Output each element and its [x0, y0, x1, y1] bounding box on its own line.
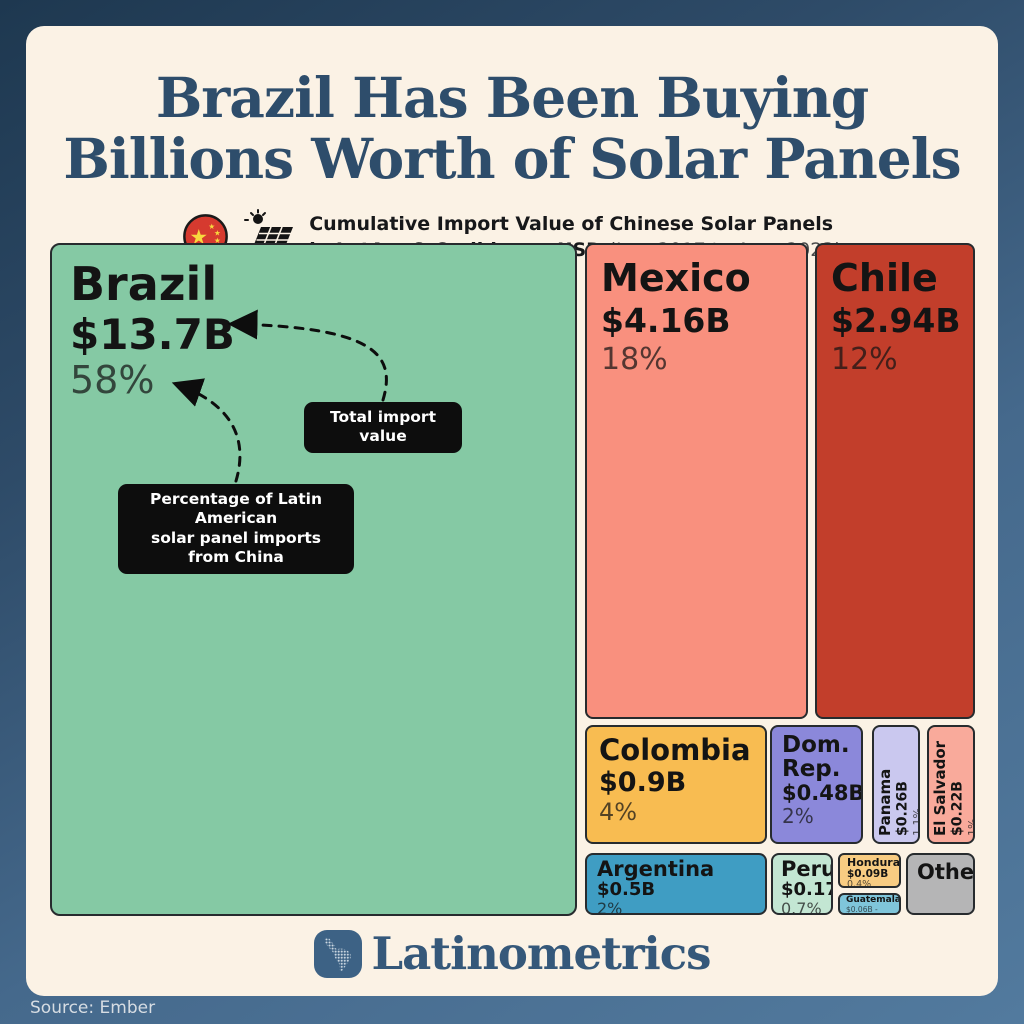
country-name: Brazil [70, 257, 218, 311]
brand-wordmark: Latinometrics [371, 927, 712, 980]
country-name: El Salvador [931, 740, 949, 836]
import-share: 1.1% [911, 808, 920, 836]
tile-brazil: Brazil $13.7B 58% [50, 243, 577, 916]
import-value: $0.22B [949, 781, 966, 836]
country-name: Other [917, 860, 975, 884]
import-share: 2% [597, 898, 623, 915]
import-share: 2% [782, 804, 814, 829]
country-name: Peru [781, 857, 833, 881]
callout-percentage: Percentage of Latin American solar panel… [118, 484, 354, 574]
import-share: 0.4% [847, 878, 872, 888]
svg-text:★: ★ [214, 228, 221, 237]
tile-mexico: Mexico $4.16B 18% [585, 243, 808, 719]
country-name: Colombia [599, 733, 751, 767]
import-share: 58% [70, 357, 155, 402]
country-name: Dom. Rep. [782, 732, 850, 783]
tile-panama: Panama $0.26B 1.1% [872, 725, 920, 844]
title-line-2: Billions Worth of Solar Panels [63, 125, 961, 191]
title-line-1: Brazil Has Been Buying [155, 65, 869, 130]
country-name: Panama [876, 768, 894, 836]
import-share: 4% [599, 797, 638, 826]
import-value: $2.94B [831, 300, 961, 340]
import-value: $0.17B [781, 879, 831, 901]
latinometrics-logo-icon [313, 929, 362, 978]
tile-colombia: Colombia $0.9B 4% [585, 725, 767, 844]
import-value: $0.5B [597, 879, 656, 901]
tile-guatemala: Guatemala $0.06B - 0.28% [838, 893, 901, 915]
svg-text:★: ★ [209, 221, 216, 230]
country-name: Mexico [601, 256, 751, 300]
import-share: 0.7% [781, 898, 822, 915]
import-value: $0.26B [894, 781, 911, 836]
import-share: 18% [601, 342, 668, 378]
infographic-panel: Brazil Has Been Buying Billions Worth of… [26, 26, 998, 996]
tile-chile: Chile $2.94B 12% [815, 243, 975, 719]
tile-el-salvador: El Salvador $0.22B 1% [927, 725, 975, 844]
country-name: Chile [831, 256, 938, 300]
country-name: Guatemala [846, 895, 901, 905]
tile-dominican-republic: Dom. Rep. $0.48B 2% [770, 725, 863, 844]
import-value-share: $0.06B - 0.28% [846, 904, 878, 914]
tile-honduras: Honduras $0.09B 0.4% [838, 853, 901, 888]
source-credit: Source: Ember [30, 998, 156, 1018]
callout-total-import-value: Total import value [304, 402, 462, 453]
page-title: Brazil Has Been Buying Billions Worth of… [26, 65, 998, 191]
svg-text:★: ★ [214, 236, 221, 245]
country-name: Argentina [597, 857, 715, 881]
import-share: 12% [831, 342, 898, 378]
tile-other: Other [906, 853, 975, 915]
tile-peru: Peru $0.17B 0.7% [771, 853, 833, 915]
brand-footer: Latinometrics [26, 927, 998, 980]
import-share: 1% [966, 818, 975, 836]
svg-text:★: ★ [190, 225, 209, 249]
import-value: $0.09B [847, 867, 889, 880]
country-name: Honduras [847, 856, 901, 869]
treemap-chart: Brazil $13.7B 58% Mexico $4.16B 18% Chil… [50, 243, 975, 916]
tile-argentina: Argentina $0.5B 2% [585, 853, 767, 915]
import-value: $4.16B [601, 300, 731, 340]
import-value: $0.48B [782, 781, 863, 806]
subtitle-line-1: Cumulative Import Value of Chinese Solar… [309, 213, 834, 236]
import-value: $13.7B [70, 309, 235, 359]
import-value: $0.9B [599, 766, 687, 798]
